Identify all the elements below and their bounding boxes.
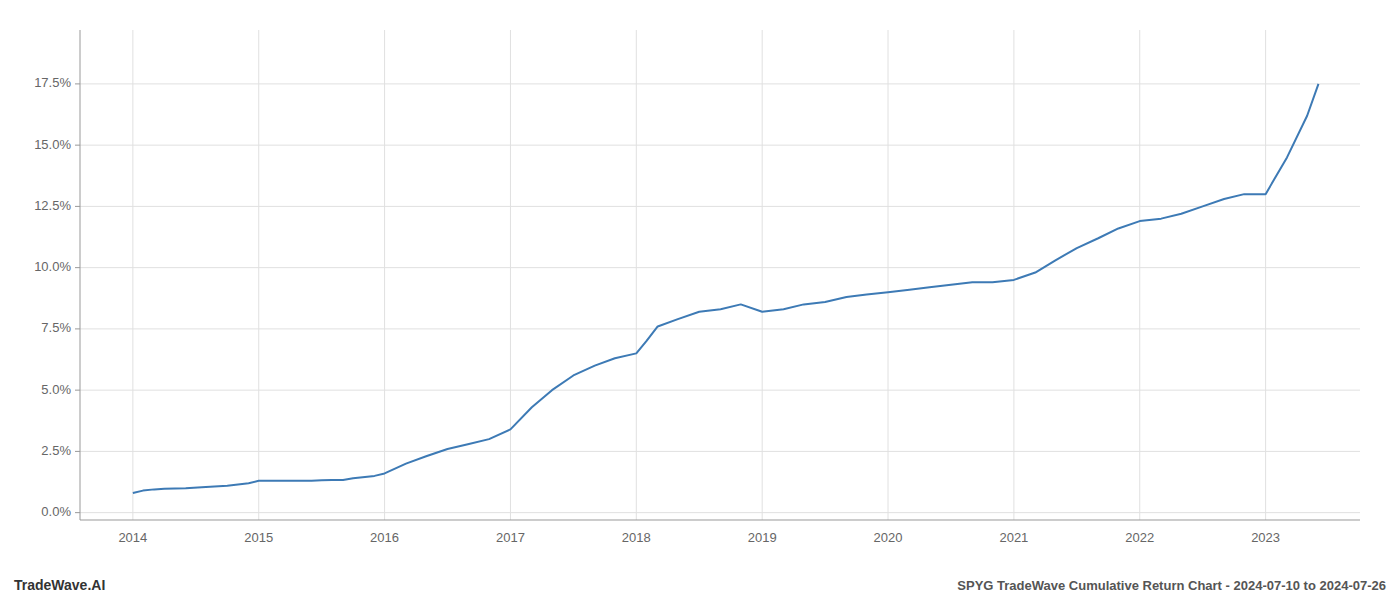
x-tick-label: 2021 bbox=[999, 530, 1028, 545]
y-tick-label: 15.0% bbox=[34, 137, 71, 152]
y-tick-label: 17.5% bbox=[34, 75, 71, 90]
y-tick bbox=[75, 328, 80, 329]
y-tick-label: 2.5% bbox=[41, 443, 71, 458]
x-grid-line bbox=[762, 30, 763, 520]
x-tick-label: 2015 bbox=[244, 530, 273, 545]
y-tick bbox=[75, 390, 80, 391]
x-grid-line bbox=[258, 30, 259, 520]
y-tick-label: 10.0% bbox=[34, 259, 71, 274]
x-grid-line bbox=[132, 30, 133, 520]
y-axis-line bbox=[80, 30, 81, 520]
x-grid-line bbox=[384, 30, 385, 520]
y-tick bbox=[75, 145, 80, 146]
y-tick-label: 0.0% bbox=[41, 504, 71, 519]
y-tick-label: 7.5% bbox=[41, 320, 71, 335]
y-grid-line bbox=[80, 512, 1360, 513]
x-tick-label: 2020 bbox=[874, 530, 903, 545]
chart-title: SPYG TradeWave Cumulative Return Chart -… bbox=[957, 578, 1386, 593]
grid bbox=[80, 30, 1360, 520]
y-tick-label: 12.5% bbox=[34, 198, 71, 213]
y-tick bbox=[75, 512, 80, 513]
footer-annotation: TradeWave.AI bbox=[14, 577, 105, 593]
x-grid-line bbox=[888, 30, 889, 520]
chart-container: 0.0% 2.5% 5.0% 7.5% 10.0% 12.5% 15.0% 17.5% 2014… bbox=[0, 0, 1400, 600]
y-tick bbox=[75, 267, 80, 268]
x-tick-label: 2016 bbox=[370, 530, 399, 545]
x-grid-line bbox=[510, 30, 511, 520]
y-tick bbox=[75, 451, 80, 452]
chart-svg: 0.0% 2.5% 5.0% 7.5% 10.0% 12.5% 15.0% 17.5% 2014… bbox=[0, 0, 1400, 600]
y-tick bbox=[75, 83, 80, 84]
y-grid-line bbox=[80, 83, 1360, 84]
y-grid-line bbox=[80, 206, 1360, 207]
y-grid-line bbox=[80, 390, 1360, 391]
x-grid-line bbox=[1013, 30, 1014, 520]
x-tick-label: 2023 bbox=[1251, 530, 1280, 545]
x-tick-label: 2022 bbox=[1125, 530, 1154, 545]
y-grid-line bbox=[80, 145, 1360, 146]
y-grid-line bbox=[80, 267, 1360, 268]
x-tick-label: 2019 bbox=[748, 530, 777, 545]
x-grid-line bbox=[1265, 30, 1266, 520]
x-grid-line bbox=[1139, 30, 1140, 520]
y-grid-line bbox=[80, 451, 1360, 452]
x-grid-line bbox=[636, 30, 637, 520]
x-tick-label: 2017 bbox=[496, 530, 525, 545]
axes: 0.0% 2.5% 5.0% 7.5% 10.0% 12.5% 15.0% 17.5% 2014… bbox=[34, 30, 1360, 545]
x-axis-line bbox=[80, 520, 1360, 521]
x-tick-label: 2014 bbox=[118, 530, 147, 545]
x-tick-label: 2018 bbox=[622, 530, 651, 545]
plot-area bbox=[133, 84, 1319, 493]
y-tick bbox=[75, 206, 80, 207]
y-tick-label: 5.0% bbox=[41, 382, 71, 397]
y-grid-line bbox=[80, 328, 1360, 329]
data-line bbox=[133, 84, 1319, 493]
